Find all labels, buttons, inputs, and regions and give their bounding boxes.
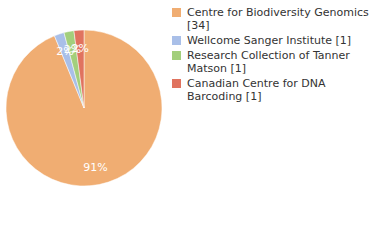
- html-text:Canadian Centre for DNA Barcod: Canadian Centre for DNA Barcoding [1]: [187, 77, 326, 103]
- html-text:Research Collection of Tanner: Research Collection of Tanner Matson [1]: [187, 49, 350, 75]
- html-text:Centre for Biodiversity Genomi: Centre for Biodiversity Genomics [34]: [187, 6, 369, 32]
- svg-text:2%: 2%: [71, 42, 88, 55]
- html-text:Wellcome Sanger Institute [1]: Wellcome Sanger Institute [1]: [187, 34, 352, 47]
- svg-text:91%: 91%: [83, 161, 107, 174]
